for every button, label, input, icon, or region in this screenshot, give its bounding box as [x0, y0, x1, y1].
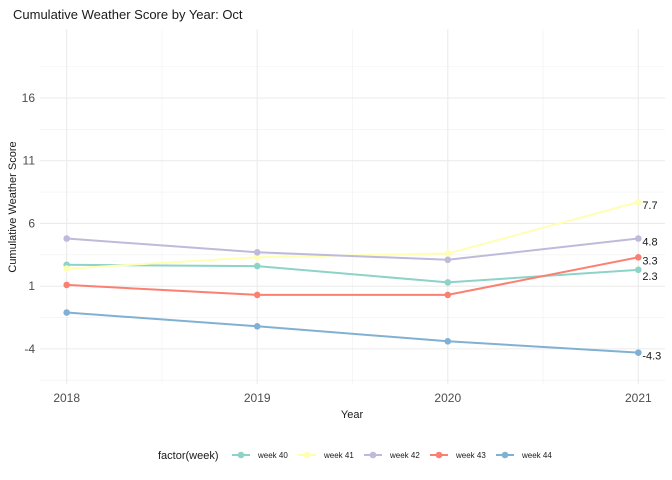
x-tick-label: 2019 — [244, 391, 271, 405]
legend-title: factor(week) — [158, 450, 219, 462]
data-point — [444, 279, 452, 286]
data-point — [635, 198, 642, 206]
x-tick-label: 2020 — [434, 391, 461, 405]
series-lines — [66, 201, 639, 354]
series-line — [66, 256, 639, 296]
data-point — [253, 291, 261, 299]
legend-item: week 42 — [364, 451, 420, 460]
legend-key-point — [369, 451, 377, 459]
data-point — [444, 338, 452, 345]
data-point — [63, 235, 70, 242]
series-points — [63, 198, 642, 356]
legend-item: week 43 — [430, 451, 486, 460]
legend-item: week 44 — [496, 451, 552, 460]
legend-key-point — [303, 451, 311, 459]
x-tick-label: 2021 — [625, 391, 652, 405]
legend-key-point — [435, 451, 443, 459]
end-label: 4.8 — [642, 236, 657, 248]
data-point — [253, 254, 261, 261]
legend-key-point — [501, 451, 509, 459]
legend-label: week 42 — [389, 451, 420, 460]
legend-label: week 40 — [257, 451, 288, 460]
data-point — [63, 265, 70, 272]
data-point — [253, 248, 261, 256]
legend-item: week 40 — [232, 451, 288, 460]
end-label: -4.3 — [642, 351, 661, 363]
legend-label: week 44 — [521, 451, 552, 460]
legend-label: week 43 — [455, 451, 486, 460]
y-tick-label: 11 — [23, 154, 36, 168]
end-label: 7.7 — [642, 200, 657, 212]
series-line — [66, 311, 639, 354]
y-tick-label: 16 — [22, 91, 36, 105]
legend-label: week 41 — [323, 451, 354, 460]
legend: factor(week) week 40 week 41 week 42 week 4… — [158, 450, 552, 462]
grid — [40, 29, 665, 384]
y-tick-label: -4 — [24, 342, 35, 356]
legend-item: week 41 — [298, 451, 354, 460]
y-axis-title: Cumulative Weather Score — [7, 141, 19, 272]
data-point — [444, 250, 452, 257]
data-point — [253, 322, 261, 330]
series-line — [66, 237, 639, 261]
data-point — [635, 254, 642, 261]
y-tick-label: 6 — [28, 216, 35, 230]
data-point — [635, 266, 642, 274]
legend-key-point — [237, 451, 245, 459]
data-point — [63, 281, 70, 289]
data-point — [63, 309, 70, 316]
chart-title: Cumulative Weather Score by Year: Oct — [13, 7, 243, 22]
y-tick-label: 1 — [28, 279, 35, 293]
data-point — [253, 262, 261, 270]
end-labels: 7.7 4.8 3.3 2.3 -4.3 — [642, 200, 661, 363]
data-point — [444, 291, 452, 299]
data-point — [635, 235, 642, 242]
end-label: 2.3 — [642, 271, 657, 283]
data-point — [635, 349, 642, 356]
x-tick-labels: 2018 2019 2020 2021 — [53, 391, 652, 405]
x-axis-title: Year — [341, 409, 364, 421]
data-point — [444, 256, 452, 264]
end-label: 3.3 — [642, 255, 657, 267]
x-tick-label: 2018 — [53, 391, 80, 405]
